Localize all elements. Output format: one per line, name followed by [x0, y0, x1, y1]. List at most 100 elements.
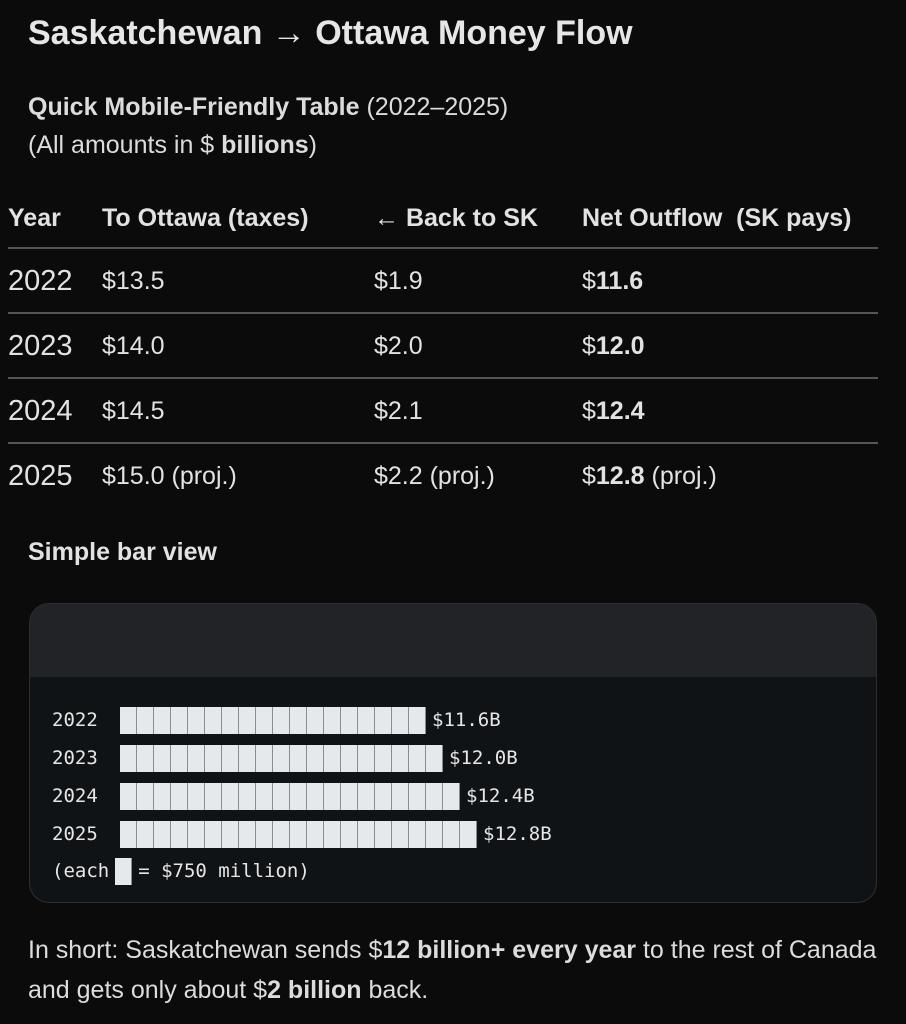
- page-title: Saskatchewan → Ottawa Money Flow: [28, 14, 633, 52]
- bar-block: [256, 782, 273, 810]
- bar-block: [222, 744, 239, 772]
- net-value: 12.8: [595, 462, 645, 490]
- bar-block: [392, 782, 409, 810]
- bar-block: [290, 782, 307, 810]
- bar-block: [273, 706, 290, 734]
- header-net-outflow: Net Outflow (SK pays): [582, 204, 852, 232]
- bar-block: [222, 820, 239, 848]
- bar-value-label: $12.4B: [466, 785, 535, 807]
- bar-block: [290, 744, 307, 772]
- bar-block: [205, 706, 222, 734]
- bar-block: [375, 744, 392, 772]
- summary-part: to the rest of Canada and gets only abou…: [28, 936, 877, 1004]
- table-row: 2024 $14.5 $2.1 $12.4: [8, 377, 878, 443]
- bar-block: [154, 782, 171, 810]
- bar-block: [409, 820, 426, 848]
- bar-value-label: $12.0B: [449, 747, 518, 769]
- bar-block: [256, 744, 273, 772]
- bar-view-heading: Simple bar view: [28, 538, 217, 566]
- subtitle-bold: Quick Mobile-Friendly Table: [28, 93, 360, 121]
- bar-block: [375, 706, 392, 734]
- bar-block: [409, 744, 426, 772]
- cell-to-ottawa: $13.5: [102, 247, 374, 313]
- bar-year-label: 2022: [52, 709, 98, 731]
- bar-block: [341, 782, 358, 810]
- bar: [120, 782, 460, 810]
- bar-block: [154, 820, 171, 848]
- bar-block: [239, 706, 256, 734]
- bar-block: [273, 782, 290, 810]
- bar-block: [307, 744, 324, 772]
- legend-text: = $750 million): [138, 860, 310, 882]
- bar-block: [171, 820, 188, 848]
- net-value: 12.0: [595, 332, 645, 360]
- bar-block: [137, 706, 154, 734]
- header-year: Year: [8, 204, 61, 232]
- bar-block: [409, 782, 426, 810]
- bar: [120, 744, 443, 772]
- bar-block: [222, 706, 239, 734]
- bar-block: [154, 706, 171, 734]
- bar-block: [188, 782, 205, 810]
- bar-row: 2022 $11.6B: [52, 701, 876, 739]
- cell-net-outflow: $12.8 (proj.): [582, 442, 878, 507]
- net-note: (proj.): [644, 462, 717, 490]
- cell-net-outflow: $12.4: [582, 377, 878, 443]
- bar-legend: (each = $750 million): [52, 853, 876, 889]
- cell-back-to-sk: $1.9: [374, 247, 582, 313]
- summary-bold: 12 billion+: [382, 936, 506, 964]
- subtitle: Quick Mobile-Friendly Table (2022–2025) …: [28, 88, 508, 164]
- bar-block: [307, 820, 324, 848]
- bar-block: [188, 744, 205, 772]
- bar-value-label: $11.6B: [432, 709, 501, 731]
- cell-to-ottawa: $14.5: [102, 377, 374, 443]
- net-value: 12.4: [595, 397, 645, 425]
- bar-block: [171, 782, 188, 810]
- bar: [120, 820, 477, 848]
- bar: [120, 706, 426, 734]
- bar-block: [358, 820, 375, 848]
- bar-block: [171, 706, 188, 734]
- bar-block: [341, 820, 358, 848]
- net-value: 11.6: [595, 267, 644, 295]
- bar-block: [222, 782, 239, 810]
- cell-back-to-sk: $2.2 (proj.): [374, 442, 582, 507]
- legend-text: (each: [52, 860, 110, 882]
- bar-block: [239, 744, 256, 772]
- bar-block: [324, 782, 341, 810]
- bar-block: [290, 706, 307, 734]
- legend-block: [115, 857, 133, 885]
- bar-block: [120, 820, 137, 848]
- bar-block: [273, 744, 290, 772]
- bar-block: [443, 820, 460, 848]
- code-block-header: [30, 604, 876, 677]
- summary-bold: every year: [512, 936, 637, 964]
- bar-block: [256, 706, 273, 734]
- bar-block: [375, 820, 392, 848]
- bar-block: [120, 744, 137, 772]
- summary-text: In short: Saskatchewan sends $12 billion…: [28, 930, 888, 1010]
- units-note: (All amounts in $: [28, 131, 222, 159]
- header-back-to-sk: ← Back to SK: [374, 204, 538, 232]
- summary-bold: 2 billion: [267, 976, 362, 1004]
- money-flow-table: Year To Ottawa (taxes) ← Back to SK Net …: [8, 196, 878, 507]
- bar-block: [392, 820, 409, 848]
- summary-part: In short: Saskatchewan sends $: [28, 936, 383, 964]
- bar-row: 2025 $12.8B: [52, 815, 876, 853]
- table-row: 2025 $15.0 (proj.) $2.2 (proj.) $12.8 (p…: [8, 442, 878, 507]
- bar-chart-code-block: 2022 $11.6B 2023 $12.0B 2024 $12.4B 2025 $12.8B…: [29, 603, 877, 903]
- bar-block: [324, 744, 341, 772]
- bar-block: [392, 744, 409, 772]
- bar-chart: 2022 $11.6B 2023 $12.0B 2024 $12.4B 2025 $12.8B…: [30, 677, 876, 889]
- header-to-ottawa: To Ottawa (taxes): [102, 204, 309, 232]
- bar-block: [409, 706, 426, 734]
- table-row: 2023 $14.0 $2.0 $12.0: [8, 312, 878, 378]
- bar-block: [205, 744, 222, 772]
- units-close: ): [308, 131, 317, 159]
- bar-row: 2023 $12.0B: [52, 739, 876, 777]
- bar-block: [290, 820, 307, 848]
- bar-block: [460, 820, 477, 848]
- bar-year-label: 2025: [52, 823, 98, 845]
- cell-back-to-sk: $2.1: [374, 377, 582, 443]
- cell-year: 2023: [8, 312, 102, 378]
